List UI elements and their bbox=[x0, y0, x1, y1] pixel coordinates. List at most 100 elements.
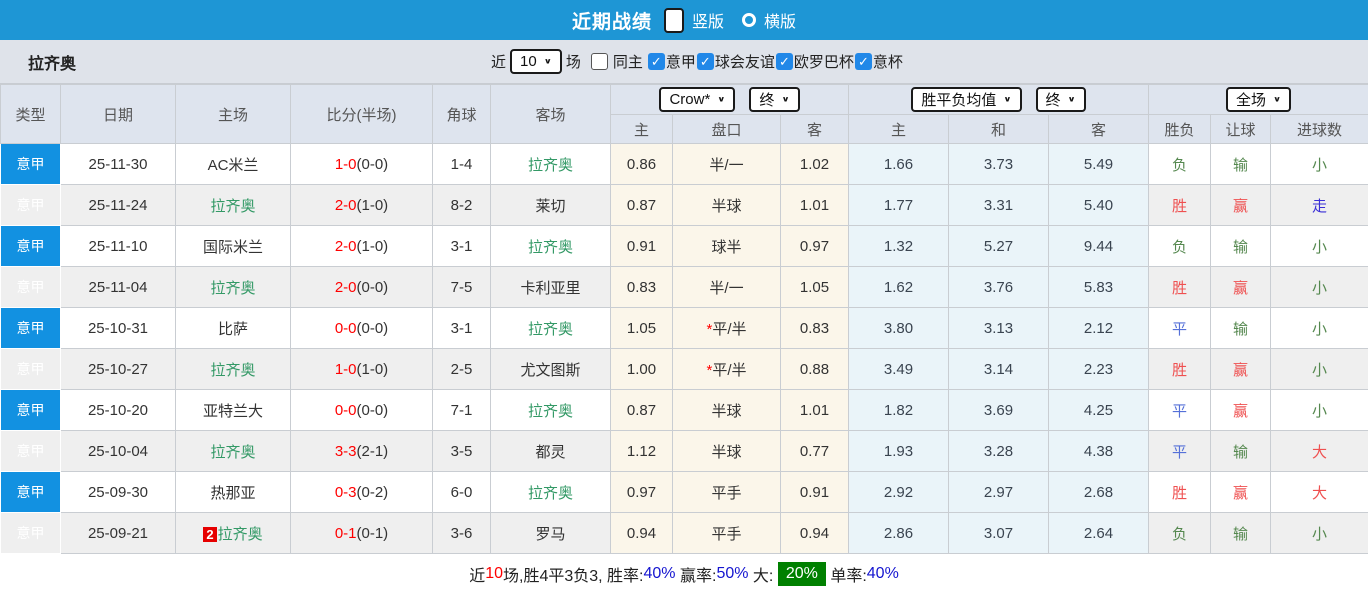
chevron-down-icon: ∨ bbox=[1068, 95, 1076, 103]
euro-odds-type-select[interactable]: 胜平负均值∨ bbox=[911, 87, 1021, 112]
home-team-name: 比萨 bbox=[218, 321, 248, 338]
cell-crown-home: 0.87 bbox=[611, 390, 673, 431]
cell-odds-home: 3.49 bbox=[849, 349, 949, 390]
cell-handicap: 半球 bbox=[673, 185, 781, 226]
handicap-text: 半/一 bbox=[709, 157, 743, 174]
horizontal-layout-radio[interactable] bbox=[742, 13, 756, 27]
cell-league: 意甲 bbox=[1, 185, 61, 226]
vertical-layout-radio[interactable] bbox=[664, 8, 684, 33]
cell-home-team: 拉齐奥 bbox=[176, 267, 291, 308]
cell-result-wdl: 胜 bbox=[1149, 267, 1211, 308]
header-date: 日期 bbox=[61, 85, 176, 144]
cell-odds-draw: 3.76 bbox=[949, 267, 1049, 308]
score-halftime: (1-0) bbox=[357, 197, 389, 214]
score-halftime: (1-0) bbox=[357, 238, 389, 255]
table-header: 类型 日期 主场 比分(半场) 角球 客场 Crow*∨ 终∨ 胜平负均值∨ 终… bbox=[1, 85, 1368, 144]
same-home-checkbox[interactable] bbox=[591, 53, 608, 70]
cell-result-goals: 大 bbox=[1271, 431, 1368, 472]
league-serie-a-checkbox[interactable]: ✓ bbox=[648, 53, 665, 70]
score-fulltime: 2-0 bbox=[335, 238, 357, 255]
cell-score: 2-0(1-0) bbox=[291, 185, 433, 226]
cell-odds-away: 4.25 bbox=[1049, 390, 1149, 431]
cell-odds-draw: 3.07 bbox=[949, 513, 1049, 554]
cell-crown-away: 0.97 bbox=[781, 226, 849, 267]
bookmaker-select-value: Crow* bbox=[669, 91, 710, 108]
score-fulltime: 0-0 bbox=[335, 402, 357, 419]
period-select[interactable]: 全场 ∨ bbox=[1226, 87, 1291, 112]
chevron-down-icon: ∨ bbox=[544, 57, 552, 65]
cell-date: 25-11-24 bbox=[61, 185, 176, 226]
cell-crown-home: 0.94 bbox=[611, 513, 673, 554]
cell-odds-draw: 2.97 bbox=[949, 472, 1049, 513]
period-select-value: 全场 bbox=[1236, 89, 1266, 110]
chevron-down-icon: ∨ bbox=[781, 95, 789, 103]
score-halftime: (0-0) bbox=[357, 320, 389, 337]
cell-odds-home: 1.77 bbox=[849, 185, 949, 226]
header-score: 比分(半场) bbox=[291, 85, 433, 144]
subheader-asian-home: 主 bbox=[611, 115, 673, 144]
home-team-name: 拉齐奥 bbox=[210, 362, 255, 379]
cell-crown-home: 0.97 bbox=[611, 472, 673, 513]
cell-result-handicap: 赢 bbox=[1211, 349, 1271, 390]
cell-corners: 2-5 bbox=[433, 349, 491, 390]
cell-result-goals: 小 bbox=[1271, 390, 1368, 431]
handicap-text: 球半 bbox=[711, 239, 741, 256]
cell-odds-draw: 3.13 bbox=[949, 308, 1049, 349]
euro-odds-time-select[interactable]: 终∨ bbox=[1036, 87, 1086, 112]
cell-league: 意甲 bbox=[1, 144, 61, 185]
cell-league: 意甲 bbox=[1, 513, 61, 554]
cell-result-goals: 大 bbox=[1271, 472, 1368, 513]
cell-handicap: 半/一 bbox=[673, 267, 781, 308]
cell-score: 1-0(1-0) bbox=[291, 349, 433, 390]
recent-count-select[interactable]: 10 ∨ bbox=[510, 49, 562, 74]
subheader-euro-draw: 和 bbox=[949, 115, 1049, 144]
cell-odds-home: 1.93 bbox=[849, 431, 949, 472]
handicap-text: 平手 bbox=[711, 485, 741, 502]
cell-score: 0-0(0-0) bbox=[291, 390, 433, 431]
home-team-name: 拉齐奥 bbox=[210, 444, 255, 461]
cell-result-goals: 小 bbox=[1271, 144, 1368, 185]
cell-result-goals: 小 bbox=[1271, 267, 1368, 308]
cell-result-handicap: 输 bbox=[1211, 226, 1271, 267]
summary-part: 大: bbox=[748, 562, 777, 586]
cell-league: 意甲 bbox=[1, 267, 61, 308]
asian-odds-time-select[interactable]: 终∨ bbox=[749, 87, 799, 112]
cell-handicap: 平手 bbox=[673, 472, 781, 513]
cell-odds-home: 3.80 bbox=[849, 308, 949, 349]
league-coppa-checkbox[interactable]: ✓ bbox=[855, 53, 872, 70]
cell-score: 1-0(0-0) bbox=[291, 144, 433, 185]
horizontal-layout-label[interactable]: 横版 bbox=[764, 8, 796, 32]
home-team-name: 亚特兰大 bbox=[203, 403, 263, 420]
cell-date: 25-10-31 bbox=[61, 308, 176, 349]
bookmaker-select[interactable]: Crow*∨ bbox=[659, 87, 735, 112]
cell-result-handicap: 输 bbox=[1211, 144, 1271, 185]
cell-score: 0-3(0-2) bbox=[291, 472, 433, 513]
away-team-name: 拉齐奥 bbox=[528, 321, 573, 338]
cell-odds-home: 1.32 bbox=[849, 226, 949, 267]
filter-bar: 拉齐奥 近 10 ∨ 场 同主 ✓ 意甲 ✓ 球会友谊 ✓ 欧罗巴杯 ✓ 意杯 bbox=[0, 40, 1368, 84]
cell-away-team: 拉齐奥 bbox=[491, 226, 611, 267]
cell-result-wdl: 胜 bbox=[1149, 349, 1211, 390]
home-team-name: 拉齐奥 bbox=[210, 198, 255, 215]
chevron-down-icon: ∨ bbox=[1003, 95, 1011, 103]
cell-league: 意甲 bbox=[1, 226, 61, 267]
league-club-friendly-label: 球会友谊 bbox=[715, 51, 775, 72]
cell-crown-home: 1.00 bbox=[611, 349, 673, 390]
cell-crown-away: 0.77 bbox=[781, 431, 849, 472]
cell-score: 0-0(0-0) bbox=[291, 308, 433, 349]
cell-result-goals: 走 bbox=[1271, 185, 1368, 226]
league-europa-checkbox[interactable]: ✓ bbox=[776, 53, 793, 70]
league-club-friendly-checkbox[interactable]: ✓ bbox=[697, 53, 714, 70]
cell-result-goals: 小 bbox=[1271, 513, 1368, 554]
cell-result-wdl: 平 bbox=[1149, 390, 1211, 431]
vertical-layout-label[interactable]: 竖版 bbox=[692, 8, 724, 32]
red-card-badge: 2 bbox=[203, 527, 216, 542]
cell-odds-away: 2.23 bbox=[1049, 349, 1149, 390]
chevron-down-icon: ∨ bbox=[1273, 95, 1281, 103]
